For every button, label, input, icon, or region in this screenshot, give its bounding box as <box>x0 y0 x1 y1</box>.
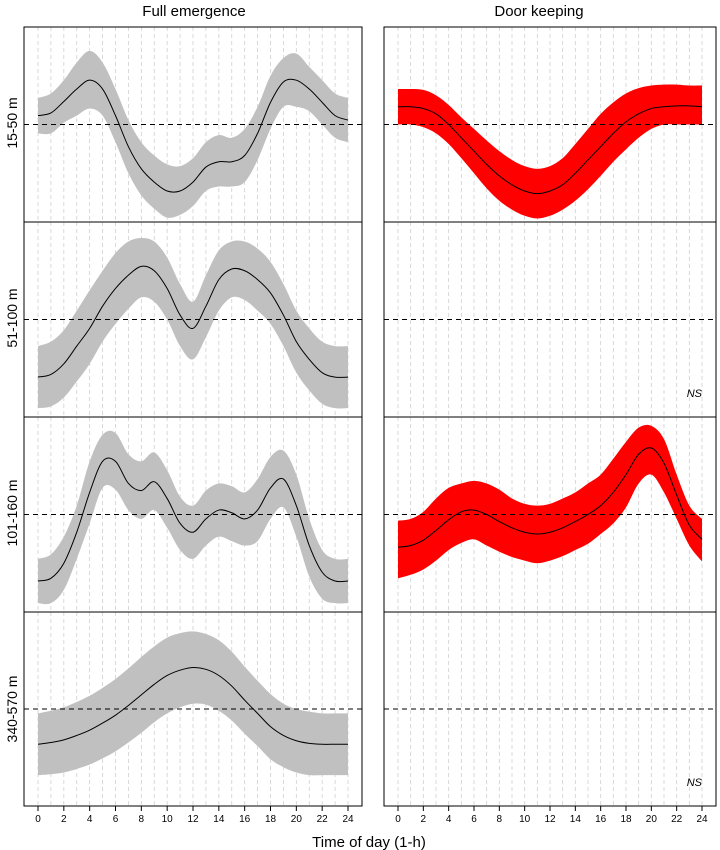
mean-curve <box>397 447 703 548</box>
confidence-band <box>398 424 702 579</box>
x-tick-label-20: 20 <box>291 814 303 825</box>
panel-full-emergence-101-160-m <box>23 416 363 613</box>
mean-curve <box>37 78 349 193</box>
panel-door-keeping-101-160-m <box>383 416 717 613</box>
mean-curve <box>37 457 349 583</box>
x-tick-label-0: 0 <box>35 814 41 825</box>
x-tick-label-14: 14 <box>570 814 582 825</box>
confidence-band <box>38 631 348 776</box>
x-tick-label-24: 24 <box>342 814 354 825</box>
confidence-band <box>38 430 348 605</box>
panel-full-emergence-15-50-m <box>23 26 363 223</box>
panel-full-emergence-51-100-m <box>23 221 363 418</box>
x-tick-label-2: 2 <box>61 814 67 825</box>
x-tick-label-12: 12 <box>544 814 556 825</box>
row-label-340-570: 340-570 m <box>4 676 20 743</box>
panel-door-keeping-15-50-m <box>383 26 717 223</box>
confidence-band <box>38 50 348 218</box>
mean-curve <box>37 667 348 745</box>
x-tick-label-4: 4 <box>87 814 93 825</box>
x-tick-label-0: 0 <box>395 814 401 825</box>
panel-door-keeping-51-100-m: NS <box>383 221 717 418</box>
x-tick-label-24: 24 <box>696 814 708 825</box>
row-label-101-160: 101-160 m <box>4 480 20 547</box>
row-label-51-100: 51-100 m <box>4 288 20 347</box>
column-title-door-keeping: Door keeping <box>494 3 583 20</box>
x-tick-label-22: 22 <box>671 814 683 825</box>
ns-label: NS <box>687 388 703 400</box>
mean-curve <box>397 105 703 195</box>
x-tick-label-10: 10 <box>162 814 174 825</box>
x-tick-label-16: 16 <box>239 814 251 825</box>
x-tick-label-16: 16 <box>595 814 607 825</box>
x-tick-label-10: 10 <box>519 814 531 825</box>
x-tick-label-8: 8 <box>497 814 503 825</box>
x-tick-label-6: 6 <box>113 814 119 825</box>
panel-door-keeping-340-570-m: NS0 2 4 6 8 10 12 14 16 18 20 22 24 <box>383 611 717 825</box>
confidence-band <box>38 237 348 409</box>
x-tick-label-14: 14 <box>213 814 225 825</box>
x-tick-label-12: 12 <box>187 814 199 825</box>
panel-full-emergence-340-570-m: 0 2 4 6 8 10 12 14 16 18 20 22 24 <box>23 611 363 825</box>
x-tick-label-20: 20 <box>646 814 658 825</box>
mean-curve <box>37 265 349 378</box>
ns-label: NS <box>687 777 703 789</box>
x-tick-label-22: 22 <box>317 814 329 825</box>
x-tick-label-2: 2 <box>421 814 427 825</box>
x-tick-label-18: 18 <box>265 814 277 825</box>
x-tick-label-4: 4 <box>446 814 452 825</box>
x-axis-label: Time of day (1-h) <box>312 834 426 850</box>
x-tick-label-18: 18 <box>620 814 632 825</box>
column-title-full-emergence: Full emergence <box>142 3 245 20</box>
x-tick-label-8: 8 <box>139 814 145 825</box>
row-label-15-50: 15-50 m <box>4 97 20 148</box>
confidence-band <box>398 84 702 219</box>
x-tick-label-6: 6 <box>471 814 477 825</box>
